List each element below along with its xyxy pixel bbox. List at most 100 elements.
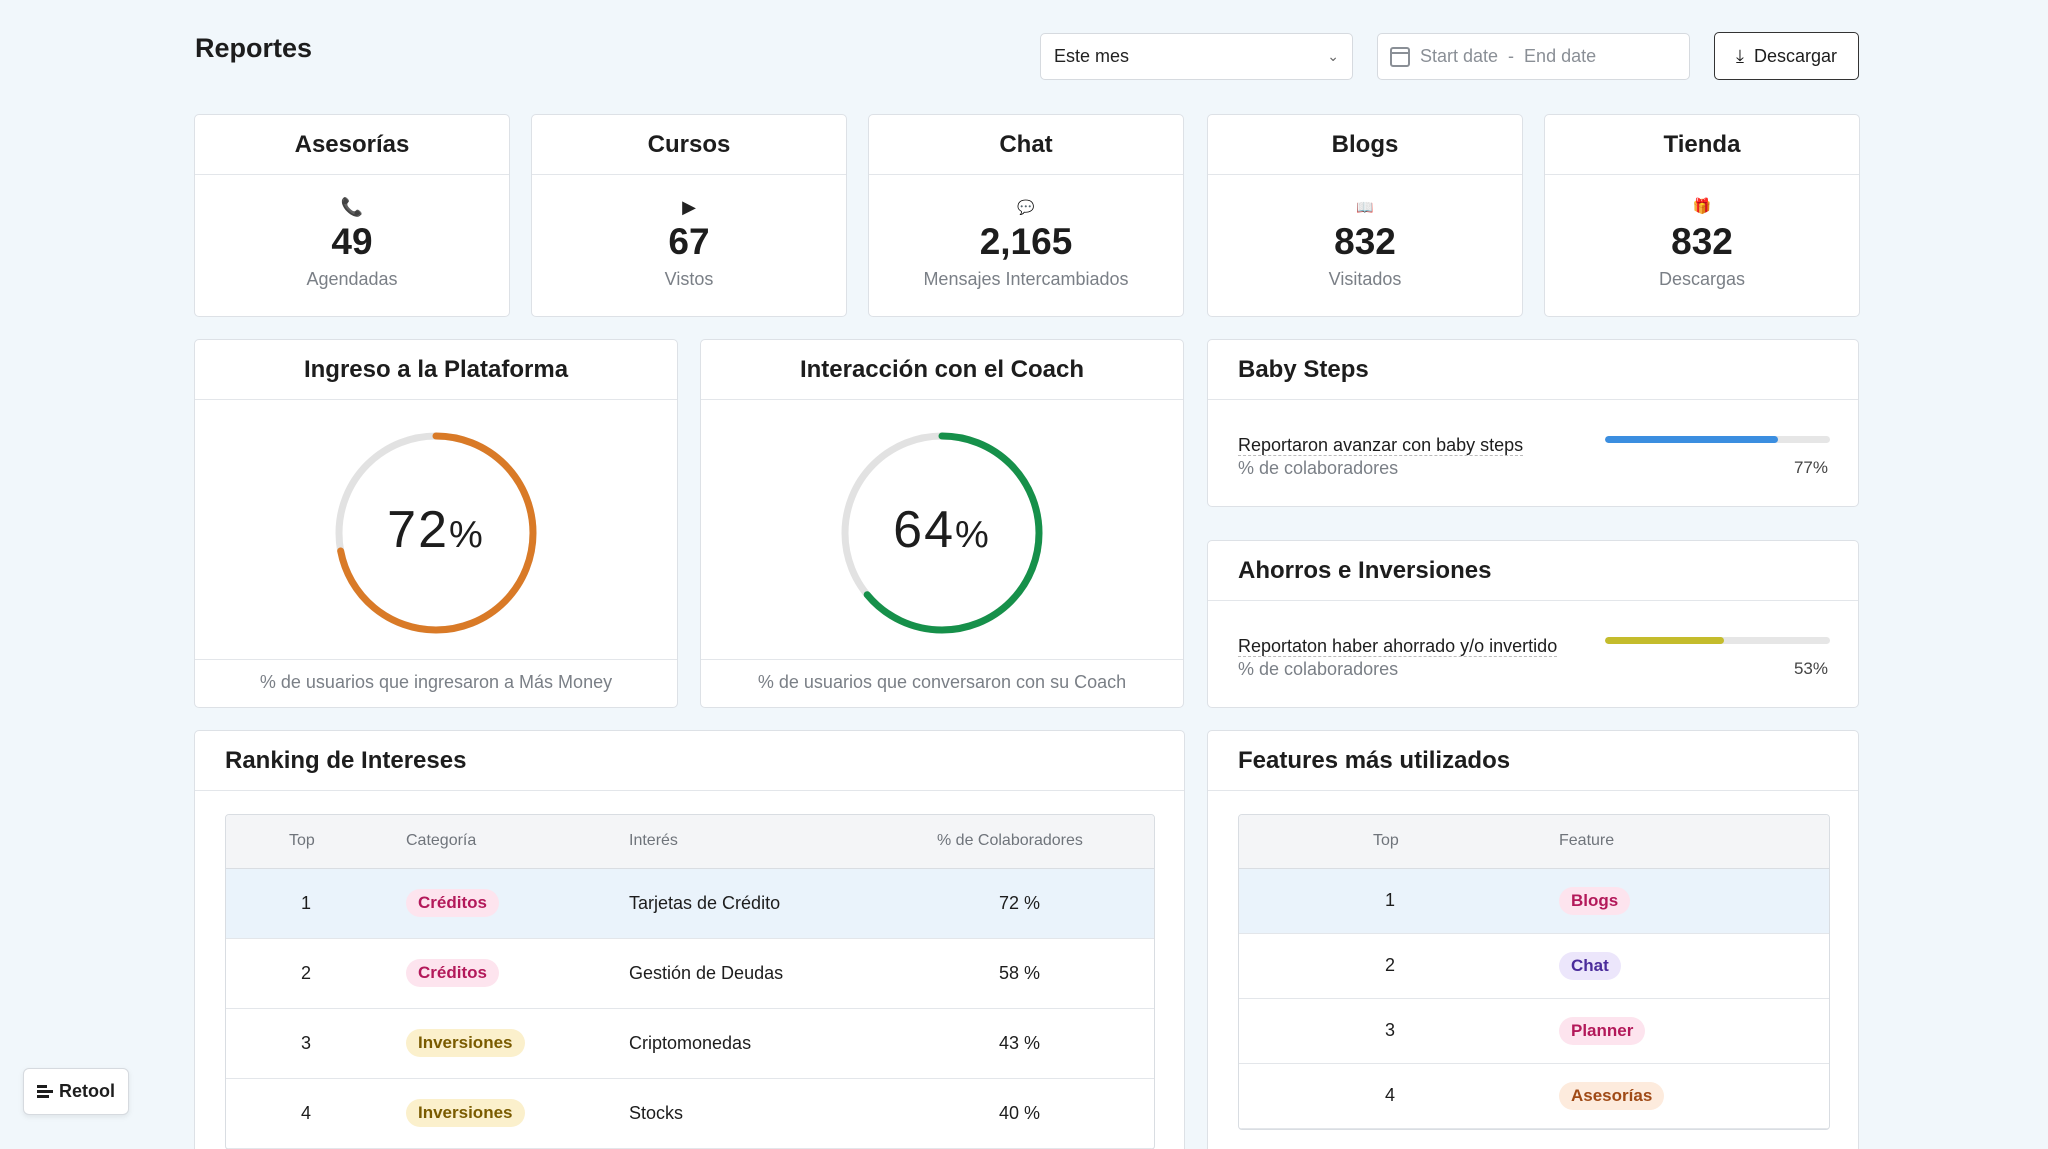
download-button-label: Descargar [1753,45,1837,66]
cell-categoria: Inversiones [406,1008,629,1079]
table-row[interactable]: 3 Inversiones Criptomonedas 43 % [226,1008,1154,1079]
stat-label: Vistos [664,269,714,289]
stat-card-cursos: Cursos ▶ 67 Vistos [531,114,847,317]
date-range-picker[interactable]: Start date - End date [1377,33,1690,80]
stat-title: Blogs [1208,115,1522,175]
cell-feature: Planner [1559,998,1829,1064]
feature-tag: Asesorías [1559,1081,1665,1110]
ring-footer: % de usuarios que ingresaron a Más Money [259,672,613,692]
col-header-top[interactable]: Top [1239,815,1559,869]
progress-bar [1605,637,1830,644]
ring-value-number: 72 [387,501,450,559]
cell-top: 2 [226,938,406,1009]
ranking-table: Top Categoría Interés % de Colaboradores… [225,814,1155,1149]
calendar-icon [1390,46,1410,67]
cell-feature: Asesorías [1559,1063,1829,1129]
ranking-card: Ranking de Intereses Top Categoría Inter… [194,730,1185,1149]
progress-ring [335,432,537,634]
stat-card-asesorias: Asesorías 📞 49 Agendadas [194,114,510,317]
table-row[interactable]: 2 Créditos Gestión de Deudas 58 % [226,938,1154,1009]
ring-card-ingreso: Ingreso a la Plataforma 72% % de usuario… [194,339,678,708]
end-date-field[interactable]: End date [1524,46,1597,66]
cell-pct: 43 % [937,1008,1154,1079]
category-tag: Inversiones [406,1029,525,1057]
bar-label: Reportaton haber ahorrado y/o invertido [1238,636,1558,657]
date-separator: - [1508,46,1515,66]
stat-value: 2,165 [979,221,1073,262]
ring-value: 72% [195,500,677,560]
features-table: Top Feature 1 Blogs 2 Chat 3 Planner 4 Asesoría… [1238,814,1830,1130]
cell-categoria: Créditos [406,938,629,1009]
cell-feature: Blogs [1559,868,1829,934]
period-select[interactable]: Este mes ⌄ [1040,33,1353,80]
bar-value: 77% [1793,458,1828,477]
ring-value-unit: % [449,514,485,556]
ring-value: 64% [701,500,1183,560]
chevron-down-icon: ⌄ [1327,48,1339,64]
col-header-interes[interactable]: Interés [629,815,937,869]
stat-value: 832 [1334,221,1396,262]
cell-categoria: Inversiones [406,1078,629,1149]
features-card: Features más utilizados Top Feature 1 Blo… [1207,730,1859,1149]
col-header-top[interactable]: Top [226,815,406,869]
baby-steps-card: Baby Steps Reportaron avanzar con baby s… [1207,339,1859,507]
cell-interes: Stocks [629,1078,937,1149]
progress-bar [1605,436,1830,443]
progress-bar-fill [1605,436,1779,443]
category-tag: Créditos [406,959,499,987]
play-icon: ▶ [682,197,696,217]
bar-value: 53% [1793,659,1828,678]
cell-interes: Tarjetas de Crédito [629,868,937,939]
feature-tag: Planner [1559,1016,1646,1045]
cell-top: 4 [1239,1063,1559,1129]
bar-card-title: Ahorros e Inversiones [1208,541,1858,601]
ring-card-title: Interacción con el Coach [701,340,1183,400]
cell-top: 3 [226,1008,406,1079]
table-row[interactable]: 4 Asesorías [1239,1063,1829,1129]
features-title: Features más utilizados [1208,731,1858,791]
table-row[interactable]: 2 Chat [1239,933,1829,999]
download-button[interactable]: ⤓ Descargar [1714,32,1859,80]
feature-tag: Chat [1559,951,1621,980]
cell-top: 2 [1239,933,1559,999]
cell-top: 3 [1239,998,1559,1064]
stat-value: 49 [331,221,373,262]
start-date-field[interactable]: Start date [1420,46,1499,66]
category-tag: Créditos [406,889,499,917]
table-row[interactable]: 1 Blogs [1239,868,1829,934]
bar-sublabel: % de colaboradores [1238,659,1399,679]
cell-pct: 72 % [937,868,1154,939]
stat-label: Agendadas [306,269,398,289]
cell-categoria: Créditos [406,868,629,939]
page-title: Reportes [195,33,313,63]
cell-pct: 58 % [937,938,1154,1009]
gift-icon: 🎁 [1692,198,1712,215]
stat-label: Mensajes Intercambiados [923,269,1129,289]
book-icon: 📖 [1356,199,1374,215]
stat-title: Asesorías [195,115,509,175]
stat-value: 832 [1671,221,1733,262]
bar-label: Reportaron avanzar con baby steps [1238,435,1524,456]
cell-top: 1 [226,868,406,939]
retool-badge[interactable]: Retool [23,1068,129,1115]
col-header-feature[interactable]: Feature [1559,815,1829,869]
stat-card-blogs: Blogs 📖 832 Visitados [1207,114,1523,317]
retool-logo-icon [37,1085,53,1098]
ranking-title: Ranking de Intereses [195,731,1184,791]
table-row[interactable]: 4 Inversiones Stocks 40 % [226,1078,1154,1149]
retool-badge-label: Retool [59,1081,115,1101]
stat-card-tienda: Tienda 🎁 832 Descargas [1544,114,1860,317]
progress-ring [841,432,1043,634]
download-icon: ⤓ [1736,45,1744,66]
table-row[interactable]: 1 Créditos Tarjetas de Crédito 72 % [226,868,1154,939]
table-row[interactable]: 3 Planner [1239,998,1829,1064]
progress-ring-arc [335,432,537,634]
stat-title: Cursos [532,115,846,175]
progress-bar-fill [1605,637,1725,644]
speech-bubble-icon: 💬 [1017,199,1035,215]
col-header-pct[interactable]: % de Colaboradores [937,815,1154,869]
cell-top: 4 [226,1078,406,1149]
ring-footer: % de usuarios que conversaron con su Coa… [757,672,1127,692]
col-header-categoria[interactable]: Categoría [406,815,629,869]
stat-value: 67 [668,221,710,262]
